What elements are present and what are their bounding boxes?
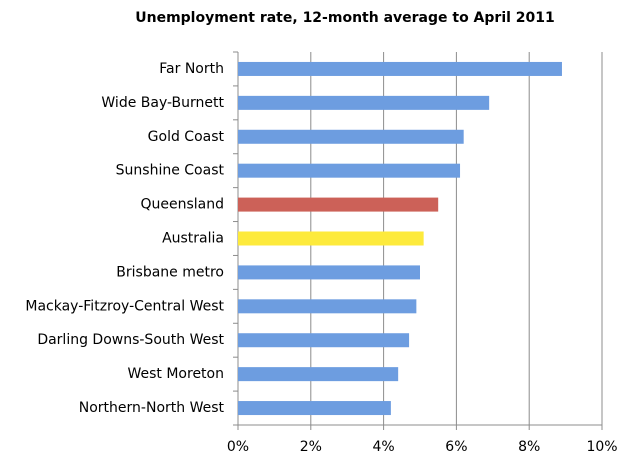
bar	[238, 367, 399, 382]
x-tick-label: 10%	[586, 439, 617, 455]
y-tick-label: Sunshine Coast	[116, 163, 225, 179]
bar	[238, 333, 410, 348]
x-tick-label: 0%	[227, 439, 249, 455]
bar	[238, 265, 420, 280]
y-tick-label: Darling Downs-South West	[37, 332, 224, 348]
y-tick-label: Wide Bay-Burnett	[101, 95, 224, 111]
bar	[238, 95, 490, 110]
bar	[238, 231, 424, 246]
y-tick-label: Australia	[162, 231, 224, 247]
x-tick-label: 6%	[445, 439, 467, 455]
bar	[238, 163, 461, 178]
y-tick-label: Mackay-Fitzroy-Central West	[25, 298, 224, 314]
x-tick-label: 2%	[300, 439, 322, 455]
chart-title: Unemployment rate, 12-month average to A…	[135, 10, 555, 26]
x-tick-label: 8%	[518, 439, 540, 455]
y-tick-label: Queensland	[140, 197, 224, 213]
bar	[238, 401, 391, 416]
y-tick-label: Gold Coast	[148, 129, 225, 145]
y-tick-label: Far North	[159, 61, 224, 77]
y-tick-label: Northern-North West	[79, 400, 225, 416]
y-tick-label: West Moreton	[127, 366, 224, 382]
y-tick-label: Brisbane metro	[116, 264, 224, 280]
bar	[238, 299, 417, 314]
bar	[238, 129, 464, 144]
bar	[238, 197, 439, 212]
bar	[238, 61, 562, 76]
x-tick-label: 4%	[372, 439, 394, 455]
